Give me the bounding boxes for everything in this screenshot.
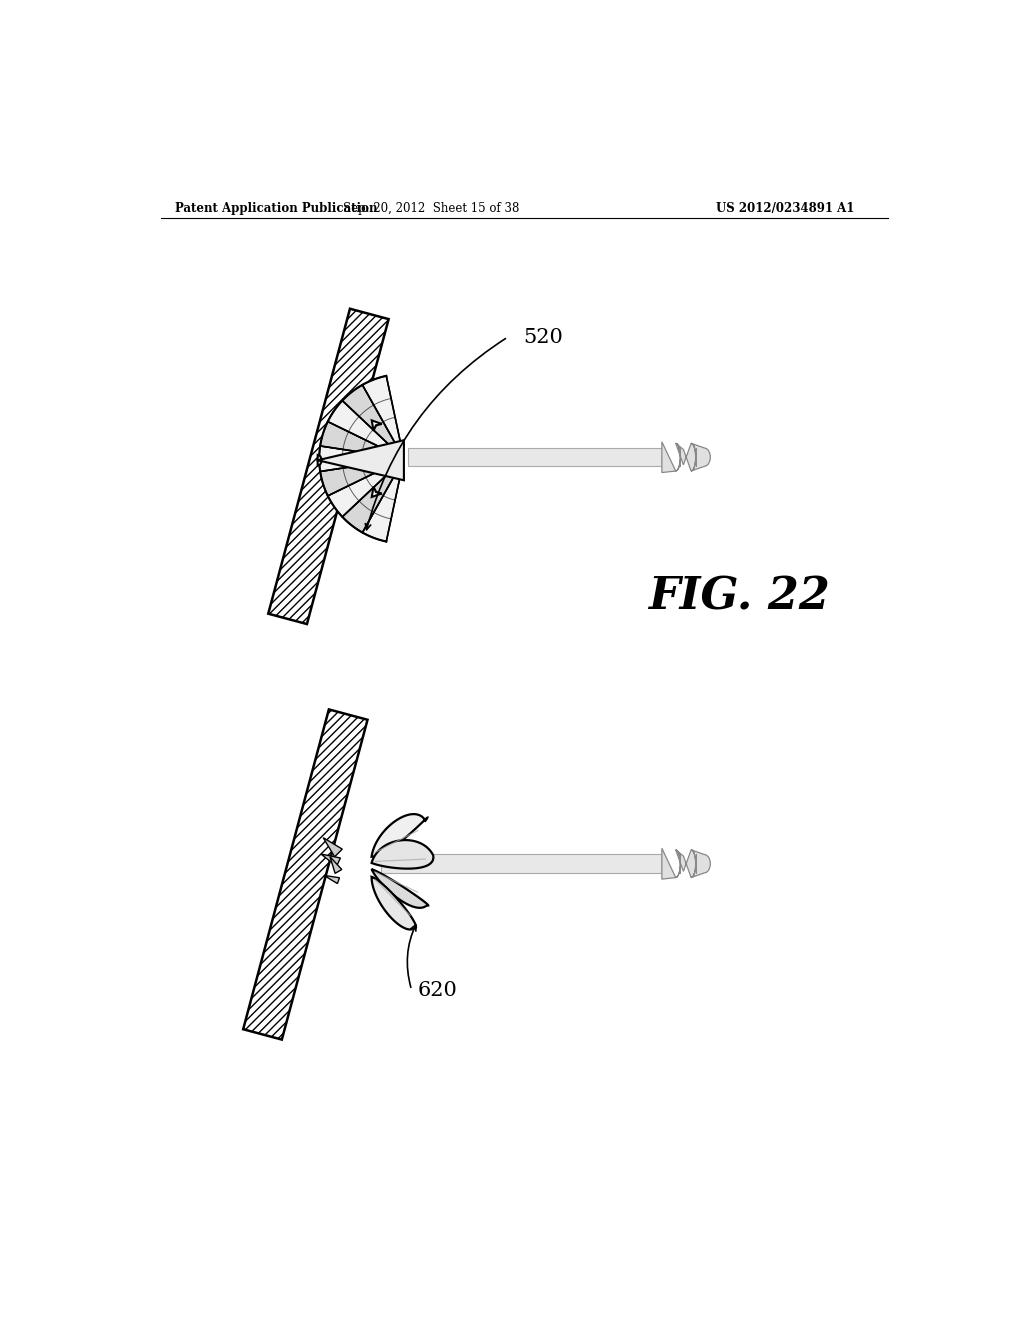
Polygon shape: [372, 840, 433, 869]
Polygon shape: [328, 466, 391, 517]
Text: US 2012/0234891 A1: US 2012/0234891 A1: [716, 202, 854, 215]
Polygon shape: [662, 442, 711, 473]
Polygon shape: [372, 876, 416, 929]
Polygon shape: [268, 309, 389, 624]
Polygon shape: [330, 857, 342, 874]
Polygon shape: [381, 854, 664, 873]
Polygon shape: [321, 461, 389, 496]
Polygon shape: [372, 869, 428, 908]
Polygon shape: [362, 376, 400, 444]
Text: 620: 620: [418, 981, 458, 999]
Polygon shape: [328, 400, 391, 451]
Polygon shape: [372, 487, 382, 498]
Polygon shape: [362, 474, 400, 541]
Text: Sep. 20, 2012  Sheet 15 of 38: Sep. 20, 2012 Sheet 15 of 38: [343, 202, 519, 215]
Text: FIG. 22: FIG. 22: [648, 576, 829, 619]
Polygon shape: [321, 421, 389, 457]
Polygon shape: [317, 441, 403, 480]
Polygon shape: [243, 709, 368, 1040]
Text: 520: 520: [523, 327, 563, 347]
Polygon shape: [324, 838, 342, 857]
Polygon shape: [408, 447, 664, 466]
Polygon shape: [662, 849, 711, 879]
Polygon shape: [372, 814, 427, 857]
Polygon shape: [324, 875, 340, 883]
Polygon shape: [342, 385, 395, 447]
Polygon shape: [321, 854, 340, 866]
Polygon shape: [319, 446, 387, 471]
Polygon shape: [342, 470, 395, 532]
Text: Patent Application Publication: Patent Application Publication: [175, 202, 378, 215]
Polygon shape: [372, 420, 382, 430]
